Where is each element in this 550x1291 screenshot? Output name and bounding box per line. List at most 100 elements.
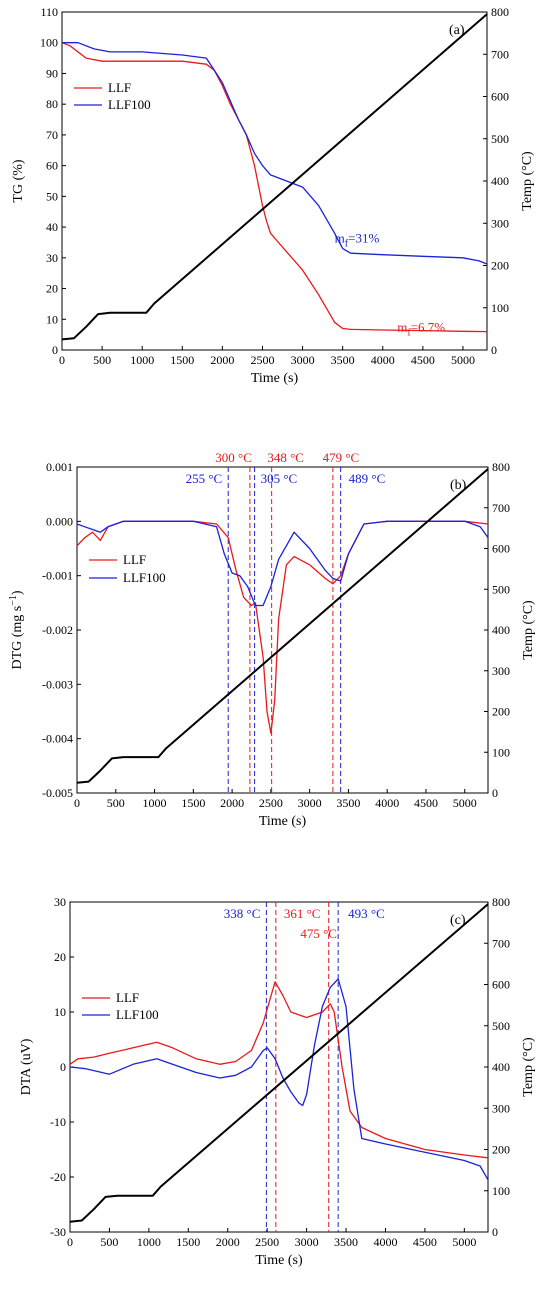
x-tick-label: 1500 — [181, 796, 205, 810]
x-tick-label: 4000 — [371, 353, 395, 367]
y2-tick-label: 300 — [491, 216, 509, 230]
annotation-value: =31% — [348, 231, 379, 246]
vline-label-2: 300 °C — [215, 450, 252, 465]
y-tick-label: 90 — [46, 66, 58, 80]
y-axis-label-sup: −1 — [8, 595, 19, 606]
y-tick-label: 0 — [52, 343, 58, 357]
x-tick-label: 3500 — [334, 1235, 358, 1249]
series-line-llf — [69, 981, 489, 1159]
x-tick-label: 0 — [74, 796, 80, 810]
y2-tick-label: 200 — [492, 705, 510, 719]
vline-label-6: 489 °C — [349, 471, 386, 486]
y-tick-label: 80 — [46, 97, 58, 111]
x-tick-label: 4000 — [373, 1235, 397, 1249]
y-tick-label: 30 — [46, 251, 58, 265]
y-axis-label-text: TG (%) — [11, 159, 26, 202]
x-tick-label: 2000 — [220, 796, 244, 810]
x-axis-label: Time (s) — [251, 371, 299, 386]
chart-panel-3: 0 500 1000 1500 2000 2500 3000 3500 4000 4500 5000… — [19, 895, 536, 1268]
y-axis-label: DTA (uV) — [19, 1038, 34, 1095]
x-tick-label: 3500 — [331, 353, 355, 367]
y2-tick-label: 0 — [491, 343, 497, 357]
x-tick-label: 500 — [107, 796, 125, 810]
series-line-temp — [76, 468, 489, 784]
x-tick-label: 5000 — [451, 353, 475, 367]
y-tick-label: 40 — [46, 220, 58, 234]
vline-label-4: 493 °C — [348, 906, 385, 921]
y2-tick-label: 800 — [492, 460, 510, 474]
y2-tick-label: 500 — [492, 1019, 510, 1033]
y-axis-label-close: ) — [10, 590, 25, 595]
y2-tick-label: 700 — [491, 47, 509, 61]
y-tick-label: -0.005 — [42, 786, 73, 800]
series-line-llf100 — [69, 978, 489, 1181]
x-tick-label: 0 — [67, 1235, 73, 1249]
y2-tick-label: 800 — [492, 895, 510, 909]
y2-tick-label: 300 — [492, 1101, 510, 1115]
x-tick-label: 1500 — [176, 1235, 200, 1249]
x-tick-label: 4500 — [413, 1235, 437, 1249]
annotation-sub: f — [407, 328, 411, 339]
y-tick-label: 0.001 — [46, 460, 73, 474]
vline-label-3: 305 °C — [261, 471, 298, 486]
x-tick-label: 0 — [59, 353, 65, 367]
annotation-value: =6.7% — [411, 320, 446, 335]
x-axis-label: Time (s) — [259, 814, 307, 829]
annotation-m: m — [397, 320, 407, 335]
x-tick-label: 3500 — [336, 796, 360, 810]
y-tick-label: -0.001 — [42, 569, 73, 583]
y2-tick-label: 800 — [491, 5, 509, 19]
legend-label-llf100: LLF100 — [123, 570, 166, 585]
y-tick-label: -30 — [50, 1225, 66, 1239]
x-tick-label: 1500 — [170, 353, 194, 367]
x-tick-label: 500 — [100, 1235, 118, 1249]
vline-label-3: 475 °C — [300, 926, 337, 941]
mass-annotation-2: mf=6.7% — [397, 320, 445, 339]
legend-label-llf100: LLF100 — [108, 97, 151, 112]
y-tick-label: 20 — [46, 282, 58, 296]
vline-label-4: 348 °C — [267, 450, 304, 465]
panel-label: (a) — [449, 23, 465, 38]
y-axis-label: TG (%) — [11, 159, 26, 202]
y2-tick-label: 100 — [491, 301, 509, 315]
series-line-temp — [61, 13, 488, 341]
y2-tick-label: 500 — [492, 582, 510, 596]
x-tick-label: 2500 — [259, 796, 283, 810]
y-axis-label-text: DTA (uV) — [19, 1038, 34, 1095]
y-axis-label: DTG (mg s−1) — [8, 590, 25, 669]
chart-panel-1: 0 500 1000 1500 2000 2500 3000 3500 4000 4500 5000… — [11, 5, 535, 386]
x-tick-label: 2500 — [250, 353, 274, 367]
x-tick-label: 3000 — [295, 1235, 319, 1249]
y2-tick-label: 600 — [491, 90, 509, 104]
plot-frame — [61, 11, 488, 351]
y-tick-label: 10 — [54, 1005, 66, 1019]
y2-axis-label: Temp (°C) — [521, 1037, 536, 1097]
y2-tick-label: 200 — [492, 1143, 510, 1157]
x-axis-label: Time (s) — [255, 1253, 303, 1268]
y-tick-label: 50 — [46, 189, 58, 203]
y-tick-label: 60 — [46, 159, 58, 173]
x-tick-label: 3000 — [298, 796, 322, 810]
y-axis-label-text: DTG (mg s — [10, 606, 25, 670]
y-tick-label: -0.004 — [42, 732, 73, 746]
y2-tick-label: 200 — [491, 259, 509, 273]
series-line-llf100 — [62, 42, 488, 265]
y-tick-label: -10 — [50, 1115, 66, 1129]
y2-tick-label: 600 — [492, 978, 510, 992]
series-line-llf — [61, 42, 488, 333]
y2-tick-label: 100 — [492, 745, 510, 759]
x-tick-label: 2000 — [216, 1235, 240, 1249]
annotation-sub: f — [345, 239, 349, 250]
y2-tick-label: 600 — [492, 542, 510, 556]
y2-tick-label: 500 — [491, 132, 509, 146]
y-tick-label: 70 — [46, 128, 58, 142]
legend-label-llf: LLF — [116, 990, 139, 1005]
legend-label-llf100: LLF100 — [116, 1007, 159, 1022]
x-tick-label: 4500 — [414, 796, 438, 810]
y2-tick-label: 400 — [492, 623, 510, 637]
x-tick-label: 3000 — [291, 353, 315, 367]
y-tick-label: 10 — [46, 312, 58, 326]
y2-axis-label: Temp (°C) — [521, 600, 536, 660]
y2-tick-label: 700 — [492, 936, 510, 950]
